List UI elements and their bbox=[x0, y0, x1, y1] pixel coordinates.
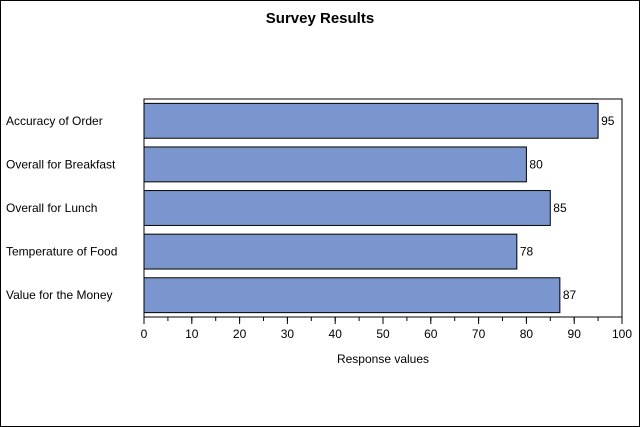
x-tick-label: 20 bbox=[233, 327, 247, 341]
bar bbox=[143, 190, 551, 226]
x-tick-label: 80 bbox=[520, 327, 534, 341]
bar bbox=[143, 277, 561, 314]
x-axis-label: Response values bbox=[337, 352, 429, 366]
x-tick-label: 90 bbox=[568, 327, 582, 341]
data-label: 87 bbox=[563, 288, 577, 302]
category-label: Temperature of Food bbox=[6, 245, 117, 259]
category-label: Accuracy of Order bbox=[6, 114, 103, 128]
bar bbox=[143, 146, 527, 183]
x-tick-label: 40 bbox=[329, 327, 343, 341]
data-label: 95 bbox=[601, 114, 615, 128]
x-tick-label: 60 bbox=[424, 327, 438, 341]
chart-title: Survey Results bbox=[266, 10, 374, 27]
x-tick-label: 70 bbox=[472, 327, 486, 341]
category-label: Overall for Lunch bbox=[6, 201, 97, 215]
data-label: 85 bbox=[553, 201, 567, 215]
x-tick-label: 50 bbox=[376, 327, 390, 341]
category-label: Value for the Money bbox=[6, 288, 113, 302]
category-label: Overall for Breakfast bbox=[6, 157, 116, 171]
x-tick-label: 100 bbox=[612, 327, 632, 341]
data-label: 80 bbox=[529, 157, 543, 171]
bar bbox=[143, 233, 518, 270]
x-tick-label: 30 bbox=[281, 327, 295, 341]
bar bbox=[143, 102, 599, 139]
data-label: 78 bbox=[520, 245, 534, 259]
x-tick-label: 10 bbox=[185, 327, 199, 341]
x-tick-label: 0 bbox=[141, 327, 148, 341]
